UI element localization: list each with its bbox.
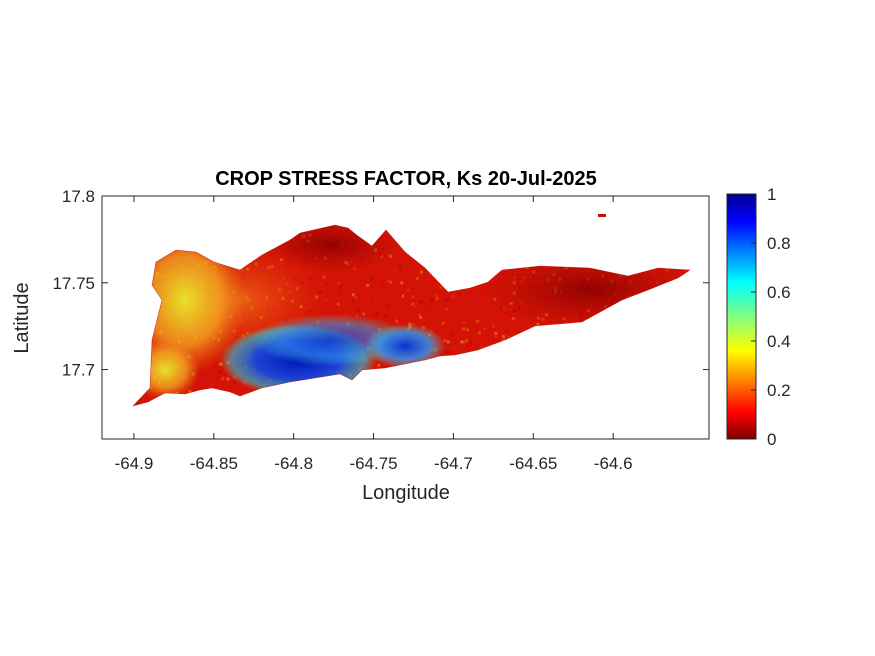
x-tick-label: -64.85 xyxy=(190,454,238,473)
x-tick-label: -64.8 xyxy=(274,454,313,473)
colorbar-tick-label: 1 xyxy=(767,185,776,204)
x-axis: -64.9 -64.85 -64.8 -64.75 -64.7 -64.65 -64.6 xyxy=(115,196,633,473)
y-axis: 17.7 17.75 17.8 xyxy=(52,187,709,380)
x-tick-label: -64.9 xyxy=(115,454,154,473)
heatmap-southeast-blue-zone xyxy=(365,324,445,368)
colorbar-tick-label: 0 xyxy=(767,430,776,449)
colorbar-ticks: 0 0.2 0.4 0.6 0.8 1 xyxy=(751,185,791,449)
y-axis-label: Latitude xyxy=(11,282,33,353)
colorbar-tick-label: 0.4 xyxy=(767,332,791,351)
chart-title: CROP STRESS FACTOR, Ks 20-Jul-2025 xyxy=(215,168,597,190)
small-islet xyxy=(598,214,606,217)
x-axis-label: Longitude xyxy=(362,482,450,504)
y-tick-label: 17.7 xyxy=(62,361,95,380)
colorbar xyxy=(726,193,757,440)
y-tick-label: 17.75 xyxy=(52,274,95,293)
x-tick-label: -64.75 xyxy=(349,454,397,473)
y-tick-label: 17.8 xyxy=(62,187,95,206)
x-tick-label: -64.6 xyxy=(594,454,633,473)
colorbar-tick-label: 0.2 xyxy=(767,381,791,400)
x-tick-label: -64.7 xyxy=(434,454,473,473)
colorbar-tick-label: 0.6 xyxy=(767,283,791,302)
x-tick-label: -64.65 xyxy=(509,454,557,473)
island-outline xyxy=(132,224,691,407)
colorbar-tick-label: 0.8 xyxy=(767,234,791,253)
